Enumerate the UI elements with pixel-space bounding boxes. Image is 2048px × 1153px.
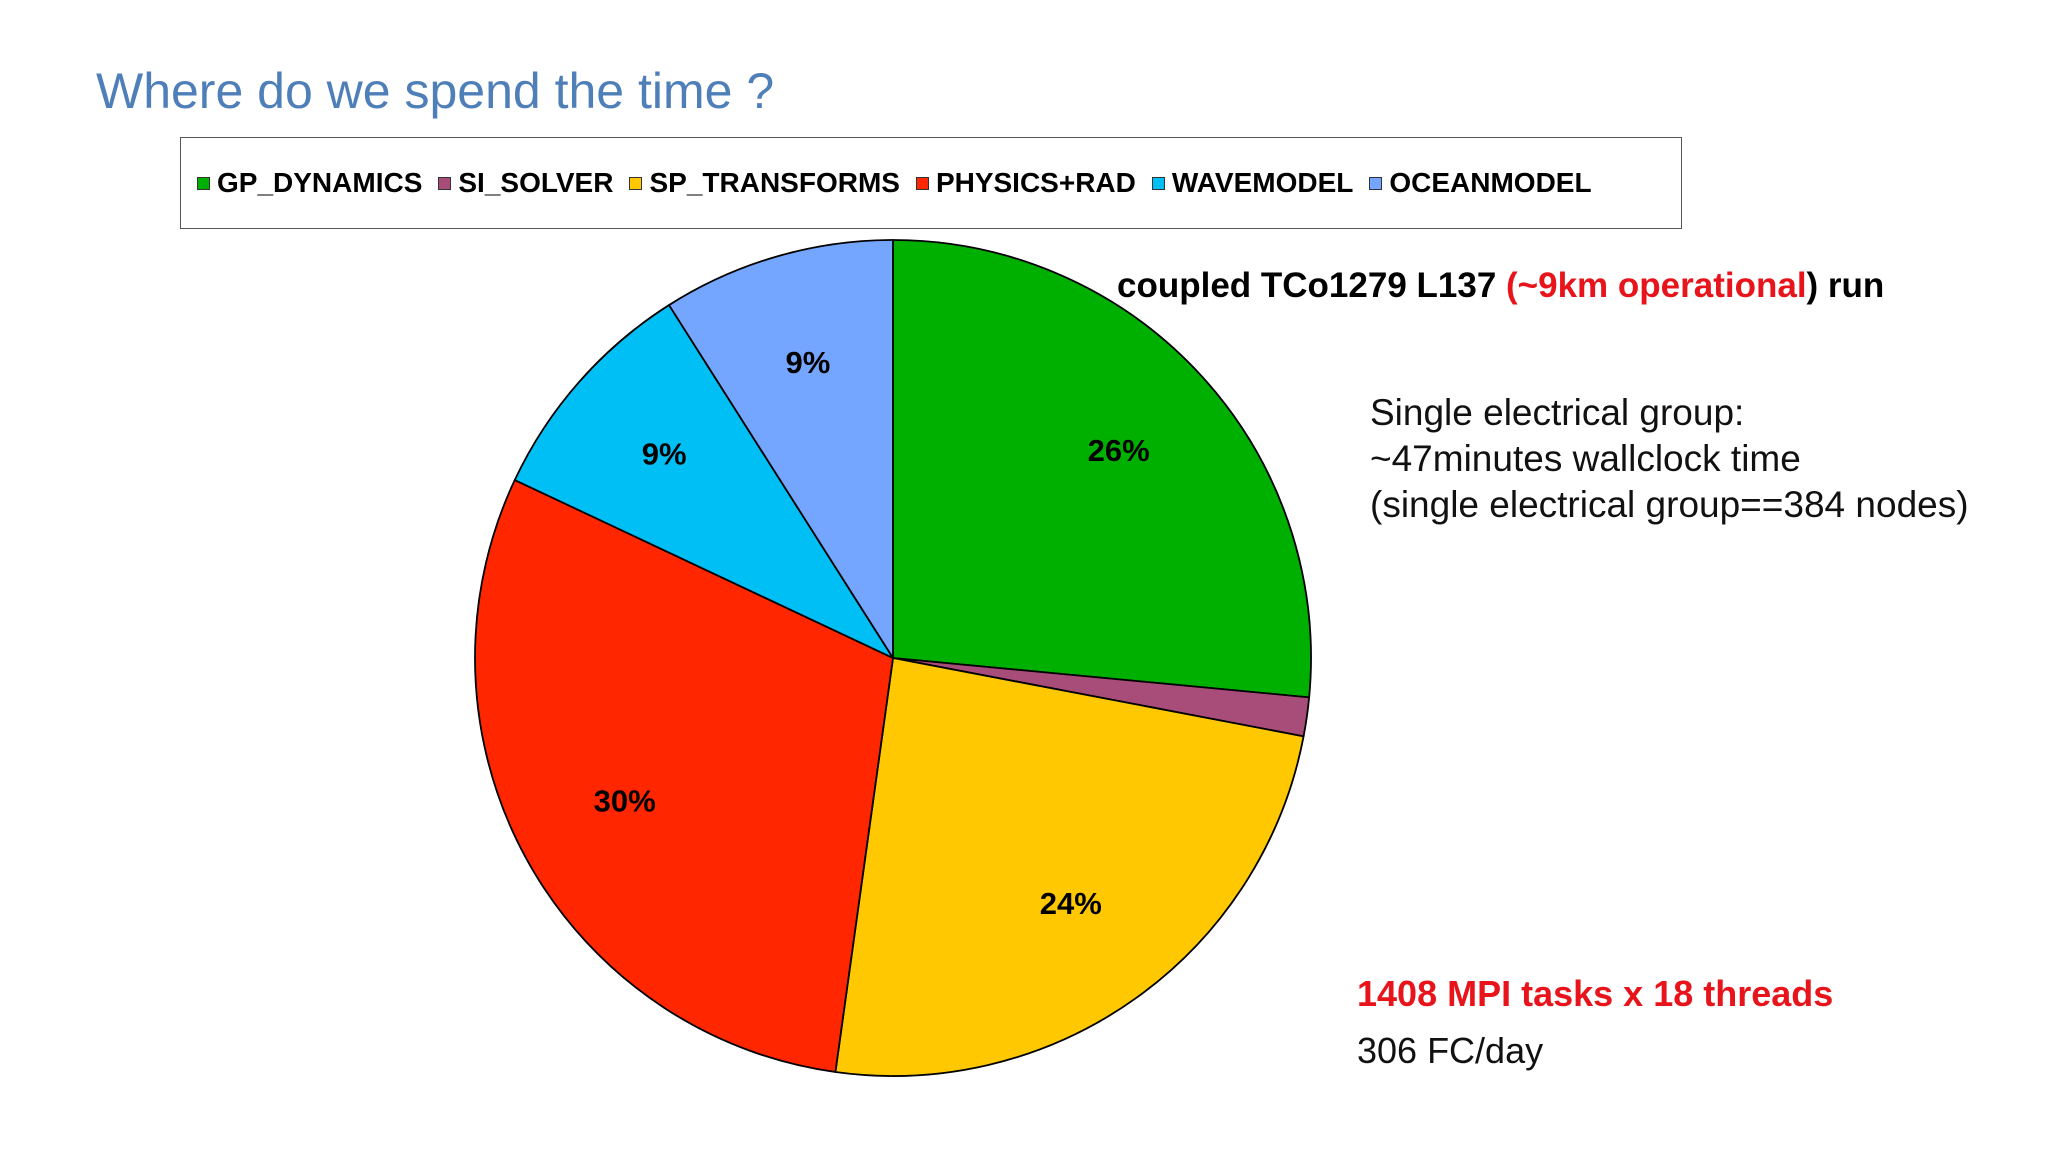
- legend-swatch: [629, 176, 643, 190]
- pie-label-gp-dynamics: 26%: [1088, 433, 1150, 468]
- legend-swatch: [438, 176, 452, 190]
- info-line-3: (single electrical group==384 nodes): [1370, 484, 1969, 525]
- pie-label-wavemodel: 9%: [642, 436, 687, 471]
- pie-slice-oceanmodel: [668, 239, 894, 659]
- run-title-part1: coupled TCo1279 L137: [1117, 266, 1507, 305]
- legend-label: WAVEMODEL: [1171, 167, 1354, 198]
- info-block: Single electrical group: ~47minutes wall…: [1370, 390, 1969, 528]
- legend-label: GP_DYNAMICS: [217, 167, 423, 198]
- pie-slice-wavemodel: [513, 304, 894, 659]
- legend-swatch: [915, 176, 929, 190]
- chart-legend: GP_DYNAMICS SI_SOLVER SP_TRANSFORMS PHYSICS…: [180, 137, 1682, 229]
- legend-swatch: [1369, 176, 1383, 190]
- legend-item-si-solver: SI_SOLVER: [438, 167, 613, 199]
- run-title-red: (~9km operational: [1506, 266, 1807, 305]
- legend-item-gp-dynamics: GP_DYNAMICS: [197, 167, 422, 199]
- mpi-tasks: 1408 MPI tasks x 18 threads: [1357, 973, 1834, 1014]
- info-line-1: Single electrical group:: [1370, 392, 1745, 433]
- legend-item-wavemodel: WAVEMODEL: [1151, 167, 1354, 199]
- legend-label: PHYSICS+RAD: [935, 167, 1136, 198]
- pie-label-physics-rad: 30%: [594, 784, 656, 819]
- legend-item-oceanmodel: OCEANMODEL: [1369, 167, 1592, 199]
- run-title-part2: ) run: [1806, 266, 1885, 305]
- info-line-2: ~47minutes wallclock time: [1370, 438, 1801, 479]
- pie-slice-sp-transforms: [834, 657, 1305, 1077]
- run-title: coupled TCo1279 L137 (~9km operational) …: [1117, 266, 1884, 306]
- pie-label-sp-transforms: 24%: [1040, 886, 1102, 921]
- legend-swatch: [1151, 176, 1165, 190]
- legend-swatch: [197, 176, 210, 190]
- legend-label: SI_SOLVER: [458, 167, 614, 198]
- legend-item-physics-rad: PHYSICS+RAD: [915, 167, 1136, 199]
- pie-slice-gp-dynamics: [892, 239, 1312, 699]
- pie-label-oceanmodel: 9%: [785, 345, 830, 380]
- slide-title: Where do we spend the time ?: [96, 63, 775, 119]
- pie-slice-physics-rad: [474, 479, 894, 1073]
- fc-per-day: 306 FC/day: [1357, 1030, 1544, 1071]
- legend-label: OCEANMODEL: [1389, 167, 1592, 198]
- legend-item-sp-transforms: SP_TRANSFORMS: [629, 167, 900, 199]
- legend-label: SP_TRANSFORMS: [649, 167, 900, 198]
